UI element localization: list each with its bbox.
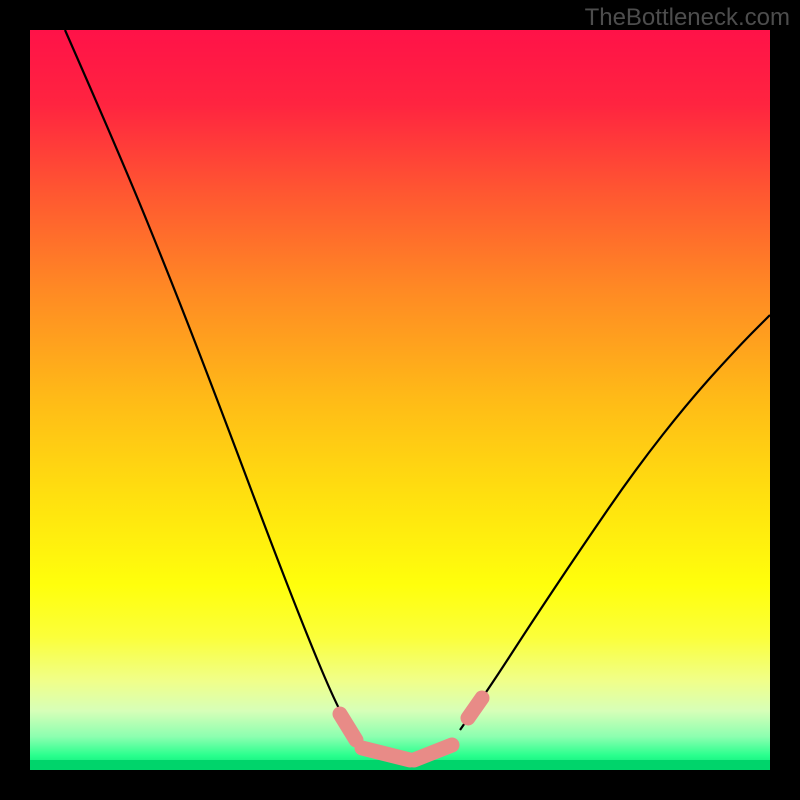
watermark-text: TheBottleneck.com <box>585 4 790 32</box>
gradient-background <box>30 30 770 770</box>
chart-frame: TheBottleneck.com <box>0 0 800 800</box>
bottleneck-chart <box>0 0 800 800</box>
